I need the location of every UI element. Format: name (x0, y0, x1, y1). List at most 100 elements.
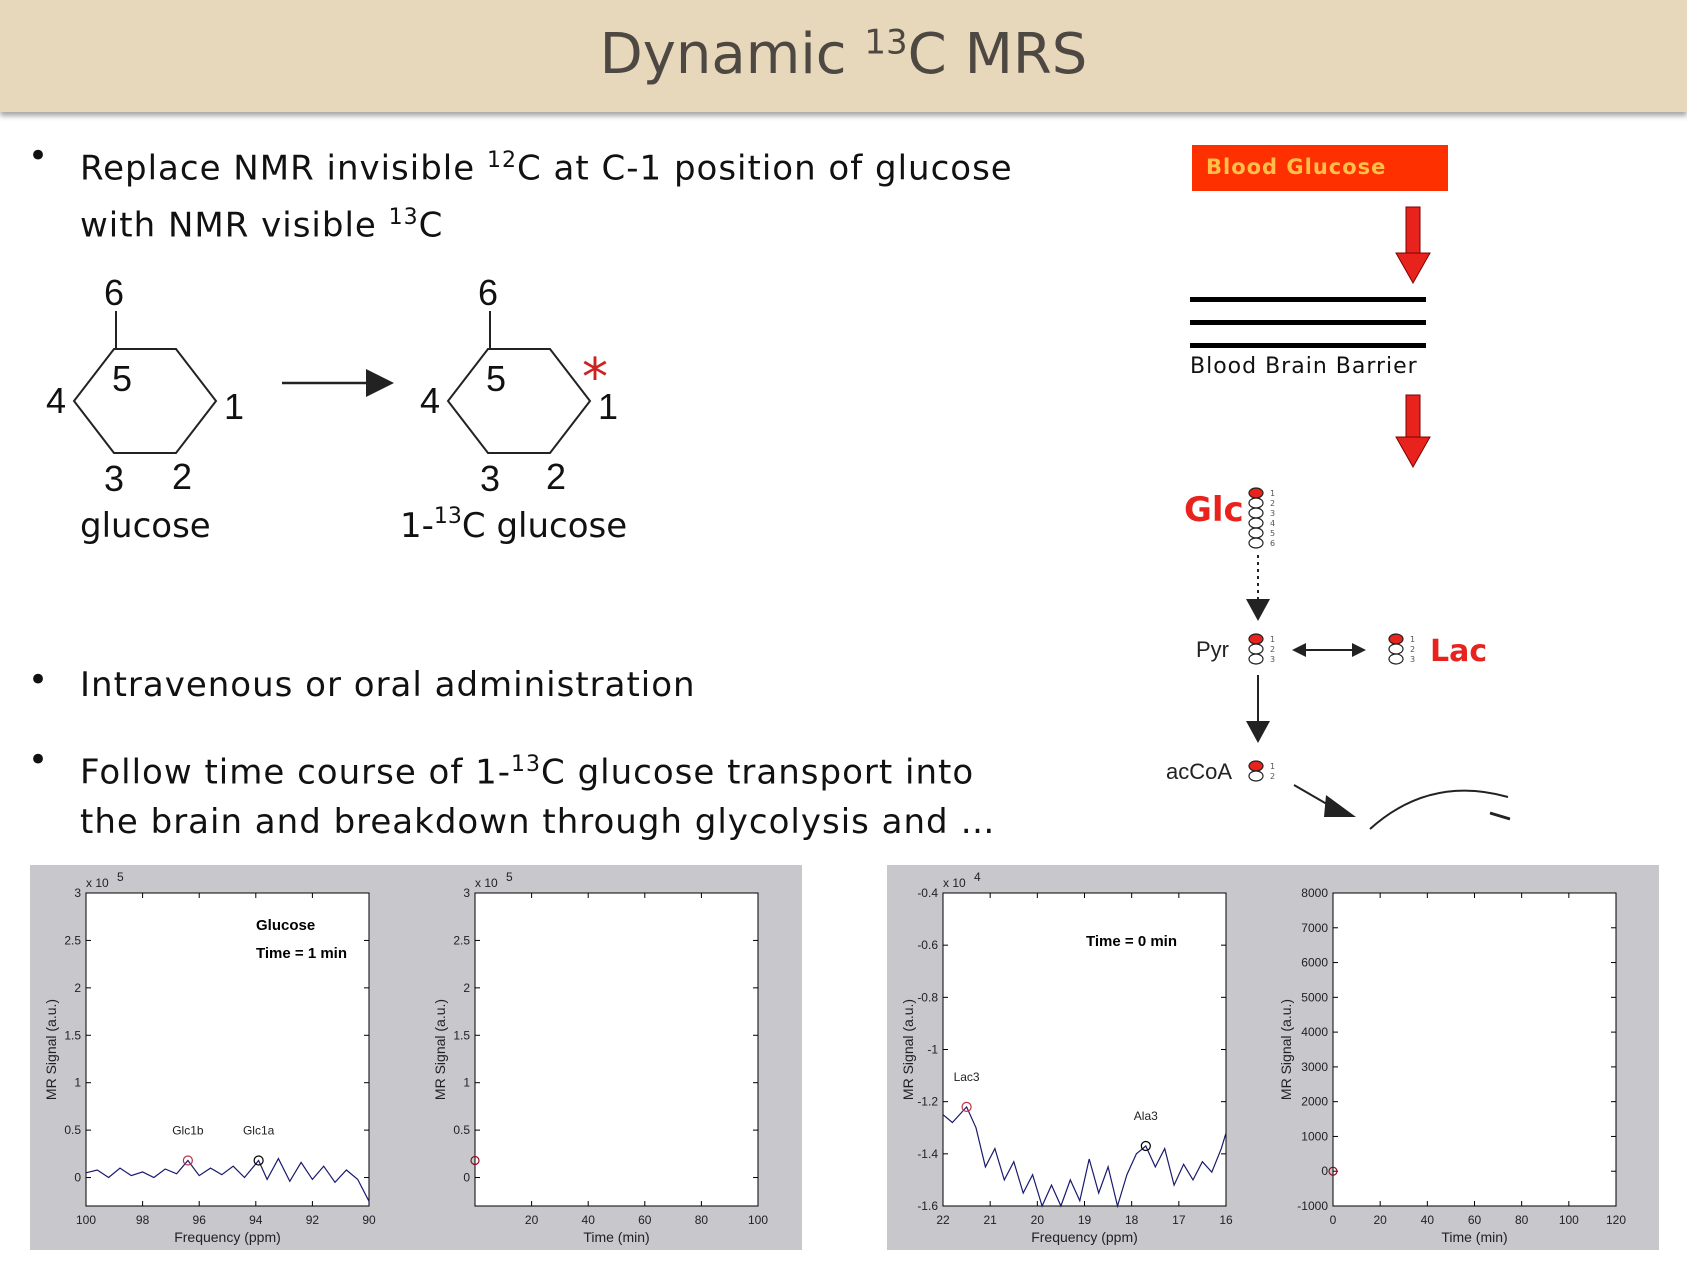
bullet-2: • Intravenous or oral administration (28, 660, 696, 710)
svg-text:1: 1 (1270, 635, 1275, 644)
x-tick-label: 60 (1468, 1213, 1482, 1227)
y-tick-label: 3 (74, 886, 81, 900)
bullet-1-sup: 12 (486, 148, 517, 173)
x-tick-label: 96 (193, 1213, 207, 1227)
y-axis-label: MR Signal (a.u.) (432, 999, 448, 1100)
y-tick-label: 2000 (1301, 1095, 1328, 1109)
x-axis-label: Frequency (ppm) (174, 1229, 281, 1245)
peak-label: Lac3 (954, 1070, 980, 1084)
red-arrow-1-head (1395, 252, 1431, 285)
y-axis-label: MR Signal (a.u.) (900, 999, 916, 1100)
pyr-lac-arrow-head-right (1352, 643, 1366, 657)
x-tick-label: 16 (1219, 1213, 1233, 1227)
data-point (470, 1155, 480, 1166)
pyr-label: Pyr (1196, 637, 1229, 662)
y-tick-label: 1000 (1301, 1129, 1328, 1143)
x-tick-label: 0 (1330, 1213, 1337, 1227)
plot-annotation: Time = 0 min (1086, 933, 1177, 950)
svg-text:2: 2 (1270, 499, 1275, 508)
glucose-caption: glucose (80, 506, 211, 546)
spectrum-line (85, 1157, 370, 1202)
y-axis-label: MR Signal (a.u.) (1278, 999, 1294, 1100)
peak-marker (1140, 1140, 1151, 1152)
accoa-carbon-numbers: 1 2 (1270, 762, 1275, 781)
labeled-c5-label: 5 (486, 358, 506, 399)
svg-text:1: 1 (1270, 489, 1275, 498)
y-tick-label: -1.4 (917, 1147, 938, 1161)
x-tick-label: 90 (362, 1213, 376, 1227)
glucose-c3-label: 3 (104, 458, 124, 499)
svg-text:4: 4 (1270, 519, 1275, 528)
glucose-c6-label: 6 (104, 272, 124, 313)
chart-4: 0 20 40 60 80 100 120-100001000200030004000500… (1278, 886, 1626, 1245)
svg-text:1: 1 (1410, 635, 1415, 644)
svg-text:2: 2 (1410, 645, 1415, 654)
x-tick-label: 20 (1373, 1213, 1387, 1227)
y-tick-label: 7000 (1301, 921, 1328, 935)
labeled-c3-label: 3 (480, 458, 500, 499)
pyr-carbon-numbers: 1 2 3 (1270, 635, 1275, 664)
x-tick-label: 22 (936, 1213, 950, 1227)
conversion-arrow-head (366, 369, 394, 397)
bullet-1-line-1: Replace NMR invisible 12C at C-1 positio… (80, 136, 1013, 193)
x-tick-label: 19 (1078, 1213, 1092, 1227)
plot-area (1332, 892, 1617, 1207)
pyr-carbon-chain (1248, 633, 1264, 665)
bullet-3-text-b: C glucose transport into (541, 752, 975, 793)
svg-text:2: 2 (1270, 645, 1275, 654)
y-multiplier: x 10 (86, 876, 109, 890)
y-tick-label: 5000 (1301, 990, 1328, 1004)
bbb-line-2 (1190, 320, 1426, 325)
bullet-3-text-a: Follow time course of 1- (80, 752, 512, 793)
lac-carbon-chain (1388, 633, 1404, 665)
y-tick-label: -0.8 (917, 990, 938, 1004)
labeled-glucose-caption: 1-13C glucose (400, 504, 627, 546)
y-tick-label: 3 (463, 886, 470, 900)
slide-title: Dynamic 13C MRS (0, 22, 1687, 87)
svg-text:5: 5 (1270, 529, 1275, 538)
svg-text:6: 6 (1270, 539, 1275, 548)
bullet-3-line-1: Follow time course of 1-13C glucose tran… (80, 740, 995, 797)
glucose-c5-label: 5 (112, 358, 132, 399)
svg-text:1: 1 (1270, 762, 1275, 771)
glc-carbon-chain (1248, 487, 1264, 549)
y-multiplier: x 10 (943, 876, 966, 890)
bbb-label: Blood Brain Barrier (1190, 354, 1418, 379)
title-bar: Dynamic 13C MRS (0, 0, 1687, 112)
y-multiplier: x 10 (475, 876, 498, 890)
dotted-arrow-head (1246, 599, 1270, 621)
x-axis-label: Frequency (ppm) (1031, 1229, 1138, 1245)
y-tick-label: 2.5 (64, 933, 81, 947)
lac-label: Lac (1430, 634, 1487, 669)
y-tick-label: 2 (463, 981, 470, 995)
y-tick-label: 0 (463, 1171, 470, 1185)
x-tick-label: 80 (1515, 1213, 1529, 1227)
y-multiplier-exponent: 5 (506, 870, 513, 884)
y-tick-label: -1 (927, 1043, 938, 1057)
bullet-1: • Replace NMR invisible 12C at C-1 posit… (28, 136, 1013, 251)
title-tail: C MRS (907, 22, 1088, 87)
x-tick-label: 17 (1172, 1213, 1186, 1227)
y-axis-label: MR Signal (a.u.) (43, 999, 59, 1100)
glc-carbon-numbers: 1 2 3 4 5 6 (1270, 489, 1275, 548)
y-tick-label: 0 (74, 1171, 81, 1185)
bullet-3-sup: 13 (511, 752, 542, 777)
chart-2: 20 40 60 80 100 0 0.5 1 1.5 2 2.5 3 Time (min) MR Sig… (432, 870, 768, 1245)
bullet-dot: • (28, 136, 50, 176)
red-arrow-2-head (1395, 436, 1431, 469)
y-tick-label: -1.6 (917, 1199, 938, 1213)
y-tick-label: 0 (1321, 1164, 1328, 1178)
x-tick-label: 21 (983, 1213, 997, 1227)
x-tick-label: 100 (76, 1213, 96, 1227)
svg-text:3: 3 (1270, 509, 1275, 518)
y-tick-label: 1 (463, 1076, 470, 1090)
blood-glucose-label: Blood Glucose (1206, 155, 1387, 179)
labeled-c6-label: 6 (478, 272, 498, 313)
labeled-c1-label: 1 (598, 386, 618, 427)
y-tick-label: 0.5 (64, 1123, 81, 1137)
labeled-caption-a: 1- (400, 506, 434, 546)
x-tick-label: 100 (748, 1213, 768, 1227)
x-tick-label: 80 (695, 1213, 709, 1227)
y-tick-label: 2.5 (453, 933, 470, 947)
bullet-1-line-2-b: C (418, 205, 444, 246)
